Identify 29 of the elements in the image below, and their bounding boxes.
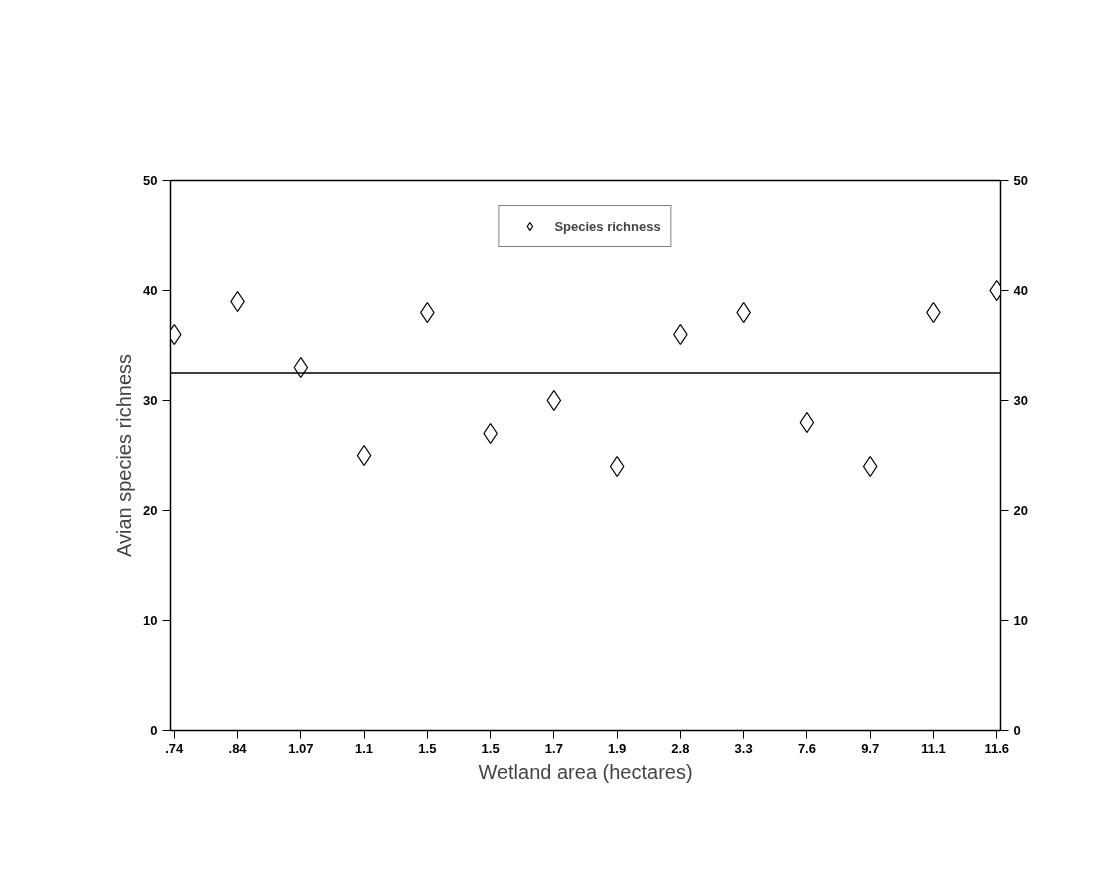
- y-tick-label: 40: [143, 283, 158, 298]
- x-tick-label: 1.1: [355, 740, 374, 756]
- y-axis-title: Avian species richness: [113, 353, 136, 558]
- x-tick-label: .84: [228, 740, 248, 756]
- x-tick-label: 1.5: [481, 740, 500, 756]
- y-tick-label: 0: [150, 723, 158, 738]
- x-tick-label: 3.3: [734, 740, 753, 756]
- y2-tick-label: 10: [1013, 613, 1028, 628]
- y-tick-label: 50: [143, 173, 158, 188]
- x-tick-label: 1.07: [288, 740, 314, 756]
- x-tick-label: 2.8: [671, 740, 690, 756]
- x-tick-label: 1.9: [608, 740, 627, 756]
- x-axis-title: Wetland area (hectares): [478, 760, 693, 783]
- y2-tick-label: 50: [1013, 173, 1028, 188]
- x-tick-label: 11.1: [921, 740, 946, 756]
- y2-tick-label: 0: [1013, 723, 1021, 738]
- y-tick-label: 10: [143, 613, 158, 628]
- x-tick-label: .74: [165, 740, 185, 756]
- x-tick-label: 1.7: [544, 740, 563, 756]
- y-tick-label: 20: [143, 503, 158, 518]
- y2-tick-label: 40: [1013, 283, 1028, 298]
- legend-label: Species richness: [554, 218, 661, 234]
- x-tick-label: 1.5: [418, 740, 437, 756]
- y-tick-label: 30: [143, 393, 158, 408]
- y2-tick-label: 30: [1013, 393, 1028, 408]
- y2-tick-label: 20: [1013, 503, 1028, 518]
- x-tick-label: 7.6: [797, 740, 816, 756]
- x-tick-label: 11.6: [984, 740, 1010, 756]
- x-tick-label: 9.7: [861, 740, 880, 756]
